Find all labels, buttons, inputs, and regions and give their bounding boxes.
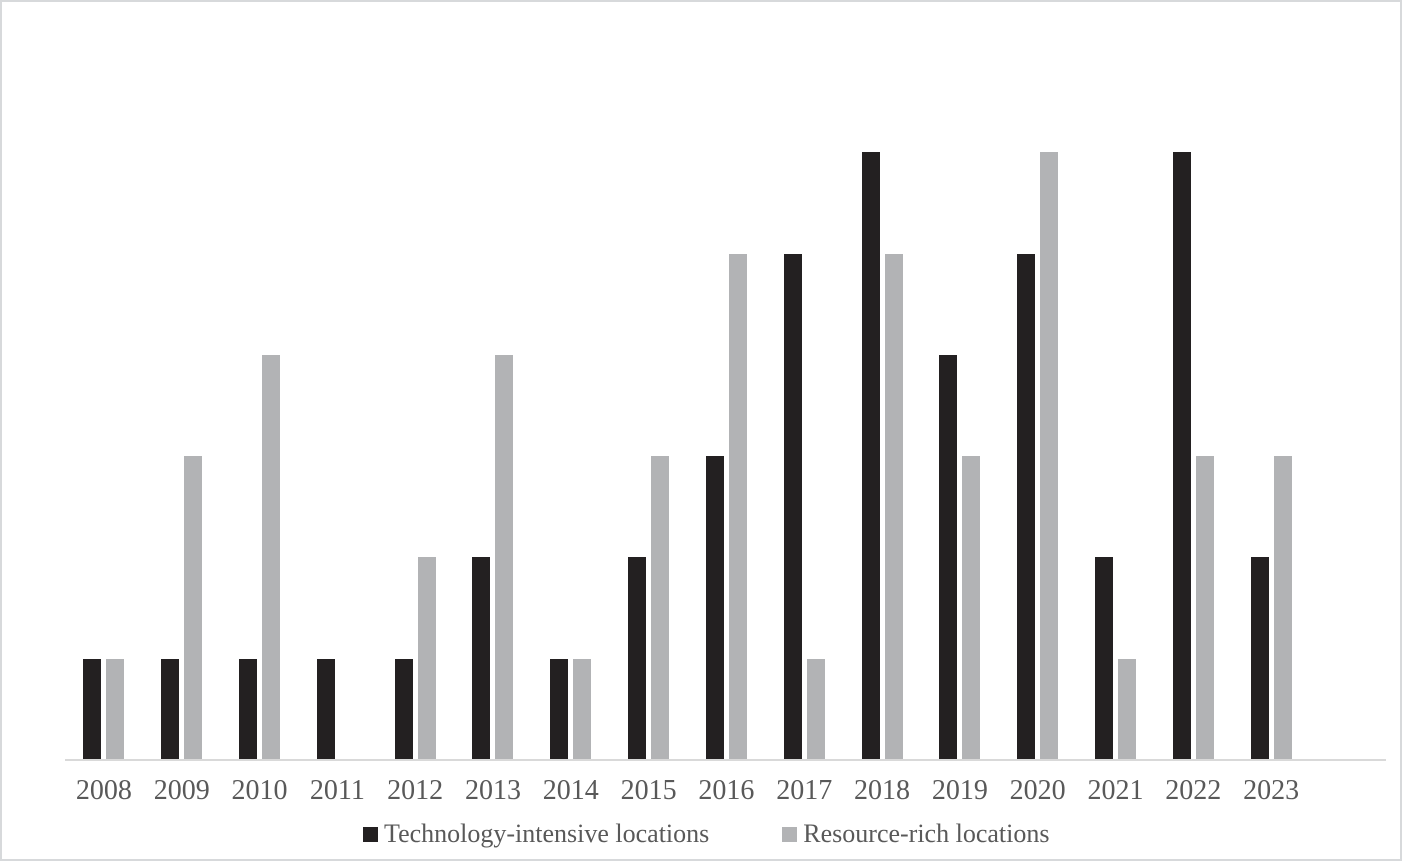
bar-group-2010 bbox=[221, 149, 299, 760]
x-tick-label-2010: 2010 bbox=[231, 775, 288, 806]
bar-technology-intensive-locations-2015 bbox=[628, 557, 647, 760]
x-tick-label-2015: 2015 bbox=[620, 775, 677, 806]
x-tick-label-2022: 2022 bbox=[1165, 775, 1222, 806]
x-tick-label-2011: 2011 bbox=[309, 775, 365, 806]
bar-technology-intensive-locations-2023 bbox=[1250, 557, 1269, 760]
bar-resource-rich-locations-2017 bbox=[806, 658, 825, 760]
bar-technology-intensive-locations-2012 bbox=[394, 658, 413, 760]
x-axis-line bbox=[65, 759, 1386, 761]
bar-group-2018 bbox=[843, 149, 921, 760]
bar-technology-intensive-locations-2022 bbox=[1172, 152, 1191, 760]
bar-resource-rich-locations-2013 bbox=[495, 354, 514, 760]
legend-swatch-technology-icon bbox=[363, 826, 378, 842]
legend-swatch-resource-icon bbox=[782, 826, 798, 842]
x-tick-label-2020: 2020 bbox=[1009, 775, 1066, 806]
bar-group-2016 bbox=[688, 149, 766, 760]
bar-group-2009 bbox=[143, 149, 221, 760]
x-tick-label-2021: 2021 bbox=[1087, 775, 1144, 806]
bar-resource-rich-locations-2022 bbox=[1195, 456, 1214, 760]
bar-resource-rich-locations-2014 bbox=[573, 658, 592, 760]
bar-technology-intensive-locations-2017 bbox=[783, 253, 802, 760]
bar-technology-intensive-locations-2018 bbox=[861, 152, 880, 760]
bar-group-2013 bbox=[454, 149, 532, 760]
bar-technology-intensive-locations-2008 bbox=[83, 658, 102, 760]
bar-group-2019 bbox=[921, 149, 999, 760]
bar-technology-intensive-locations-2019 bbox=[939, 354, 958, 760]
bar-technology-intensive-locations-2020 bbox=[1017, 253, 1036, 760]
x-tick-label-2023: 2023 bbox=[1243, 775, 1300, 806]
bar-resource-rich-locations-2015 bbox=[651, 456, 670, 760]
bar-resource-rich-locations-2020 bbox=[1040, 152, 1059, 760]
plot-area bbox=[65, 149, 1310, 760]
bar-technology-intensive-locations-2011 bbox=[316, 658, 335, 760]
bar-resource-rich-locations-2023 bbox=[1273, 456, 1292, 760]
x-tick-label-2014: 2014 bbox=[542, 775, 599, 806]
legend-item-resource-rich: Resource-rich locations bbox=[782, 819, 1050, 849]
bar-resource-rich-locations-2010 bbox=[262, 354, 281, 760]
bar-resource-rich-locations-2019 bbox=[962, 456, 981, 760]
x-tick-label-2013: 2013 bbox=[464, 775, 521, 806]
x-tick-label-2018: 2018 bbox=[854, 775, 911, 806]
x-tick-label-2009: 2009 bbox=[153, 775, 210, 806]
x-tick-label-2016: 2016 bbox=[698, 775, 755, 806]
bar-technology-intensive-locations-2016 bbox=[705, 456, 724, 760]
x-tick-label-2019: 2019 bbox=[931, 775, 988, 806]
bar-technology-intensive-locations-2010 bbox=[239, 658, 258, 760]
bar-technology-intensive-locations-2009 bbox=[161, 658, 180, 760]
bar-resource-rich-locations-2008 bbox=[106, 658, 125, 760]
bar-group-2015 bbox=[610, 149, 688, 760]
bar-group-2020 bbox=[999, 149, 1077, 760]
bar-resource-rich-locations-2018 bbox=[884, 253, 903, 760]
legend-item-technology-intensive: Technology-intensive locations bbox=[363, 819, 710, 849]
legend: Technology-intensive locations Resource-… bbox=[363, 819, 1050, 849]
bar-technology-intensive-locations-2021 bbox=[1094, 557, 1113, 760]
bar-group-2008 bbox=[65, 149, 143, 760]
bar-group-2011 bbox=[298, 149, 376, 760]
bar-group-2014 bbox=[532, 149, 610, 760]
bar-group-2012 bbox=[376, 149, 454, 760]
x-axis-tick-labels: 2008 2009 2010 2011 2012 2013 2014 2015 2016 2017… bbox=[65, 777, 1310, 805]
bar-resource-rich-locations-2009 bbox=[184, 456, 203, 760]
bar-resource-rich-locations-2021 bbox=[1117, 658, 1136, 760]
bar-group-2021 bbox=[1077, 149, 1155, 760]
bar-group-2022 bbox=[1154, 149, 1232, 760]
legend-label-resource: Resource-rich locations bbox=[803, 819, 1050, 848]
x-tick-label-2017: 2017 bbox=[776, 775, 833, 806]
bar-resource-rich-locations-2012 bbox=[417, 557, 436, 760]
x-tick-label-2012: 2012 bbox=[387, 775, 444, 806]
bar-technology-intensive-locations-2013 bbox=[472, 557, 491, 760]
x-tick-label-2008: 2008 bbox=[75, 775, 132, 806]
bar-group-2023 bbox=[1232, 149, 1310, 760]
bar-technology-intensive-locations-2014 bbox=[550, 658, 569, 760]
bar-resource-rich-locations-2016 bbox=[728, 253, 747, 760]
legend-label-technology: Technology-intensive locations bbox=[384, 819, 710, 848]
bar-group-2017 bbox=[765, 149, 843, 760]
